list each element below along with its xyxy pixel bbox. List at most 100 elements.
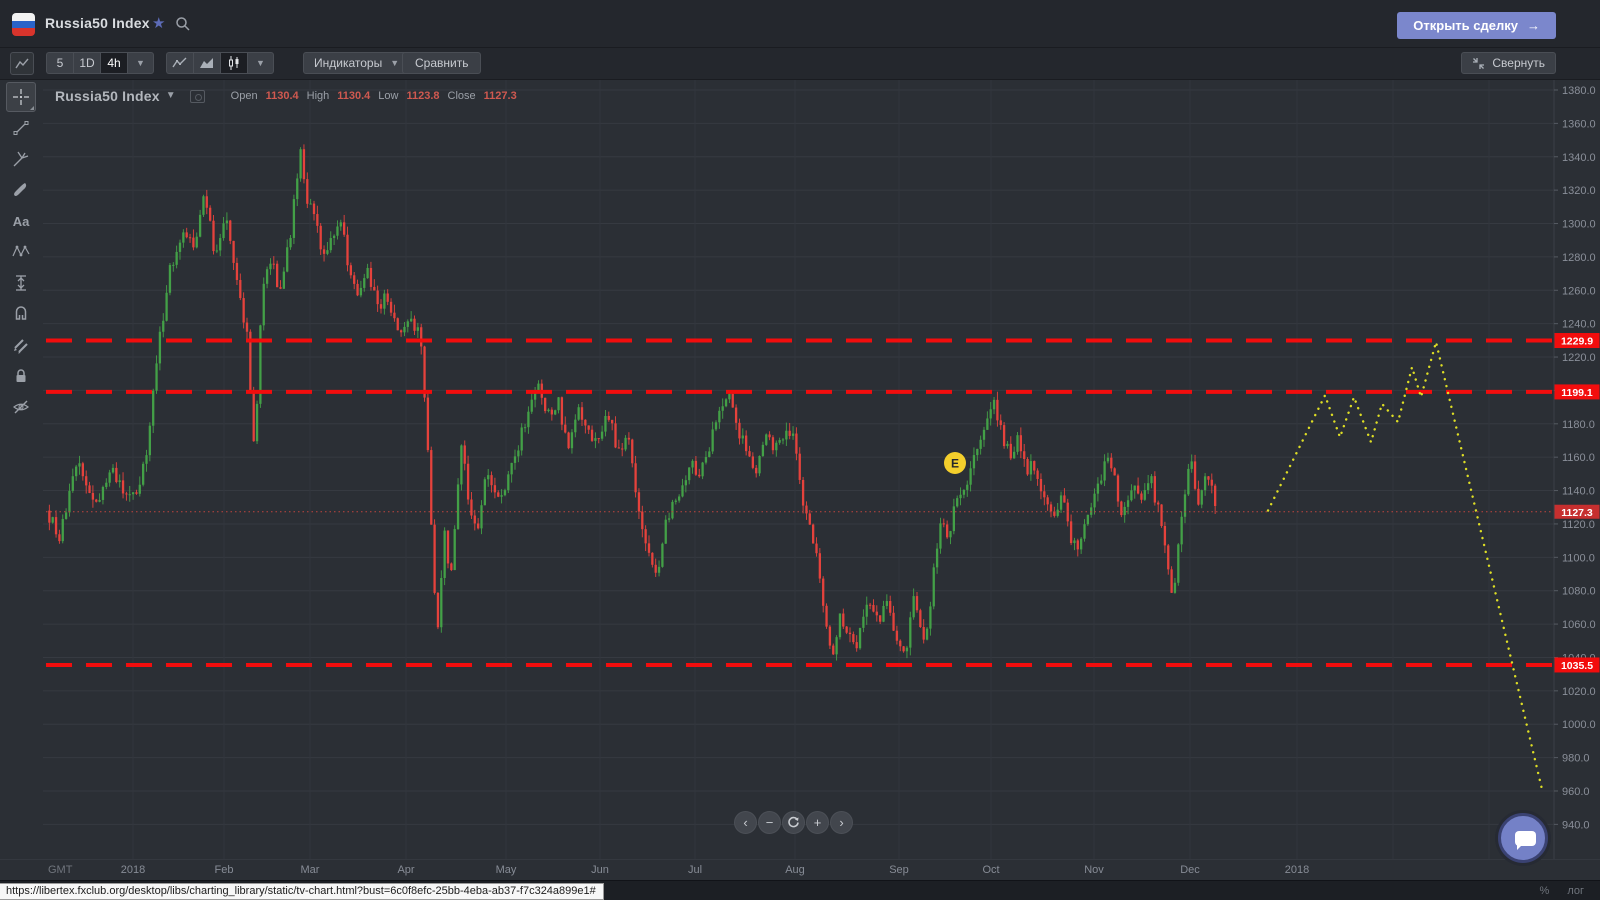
time-axis-label: Jun	[591, 864, 609, 876]
symbol-title: Russia50 Index	[45, 15, 150, 31]
tool-text[interactable]: Aa	[12, 213, 30, 229]
interval-buttons: 5 1D 4h ▼	[46, 52, 154, 74]
svg-text:1300.0: 1300.0	[1562, 219, 1596, 231]
snapshot-icon[interactable]	[189, 89, 205, 103]
svg-text:1180.0: 1180.0	[1562, 419, 1595, 431]
svg-text:980.0: 980.0	[1562, 753, 1590, 765]
ohlc-label-low: Low	[378, 90, 399, 102]
tool-crosshair[interactable]	[6, 82, 36, 112]
time-axis-label: Feb	[214, 864, 234, 876]
svg-text:1320.0: 1320.0	[1562, 185, 1596, 197]
ohlc-value-open: 1130.4	[265, 90, 299, 102]
chart-toolbar: 5 1D 4h ▼ ▼ Индикаторы ▼ Сравнить Свернуть	[0, 48, 1600, 80]
pan-right-button[interactable]: ›	[830, 811, 853, 834]
interval-dropdown[interactable]: ▼	[127, 52, 154, 74]
chart-type-dropdown[interactable]: ▼	[247, 52, 274, 74]
svg-text:1229.9: 1229.9	[1561, 336, 1593, 348]
tool-xabcd-pattern[interactable]	[6, 237, 36, 267]
interval-5-button[interactable]: 5	[46, 52, 73, 74]
percent-scale-toggle[interactable]: %	[1539, 884, 1550, 897]
indicators-button[interactable]: Индикаторы ▼	[303, 52, 411, 74]
collapse-button[interactable]: Свернуть	[1461, 52, 1556, 74]
svg-text:1280.0: 1280.0	[1562, 252, 1596, 264]
tool-forecast[interactable]	[6, 268, 36, 298]
interval-4h-button[interactable]: 4h	[100, 52, 127, 74]
arrow-right-icon: →	[1527, 18, 1540, 33]
search-icon[interactable]	[175, 16, 191, 32]
svg-text:E: E	[951, 457, 959, 471]
tool-hide-all-drawings[interactable]	[6, 392, 36, 422]
chart-type-buttons: ▼	[166, 52, 274, 74]
chart-type-line-button[interactable]	[166, 52, 193, 74]
browser-status-url: https://libertex.fxclub.org/desktop/libs…	[0, 883, 604, 900]
svg-text:1340.0: 1340.0	[1562, 152, 1596, 164]
gridlines	[43, 80, 1554, 859]
tool-brush[interactable]	[6, 175, 36, 205]
ohlc-value-high: 1130.4	[337, 90, 371, 102]
svg-text:1000.0: 1000.0	[1562, 719, 1596, 731]
svg-text:1199.1: 1199.1	[1561, 387, 1593, 399]
time-axis-label: 2018	[1284, 864, 1310, 876]
interval-1d-button[interactable]: 1D	[73, 52, 100, 74]
ohlc-value-low: 1123.8	[406, 90, 440, 102]
chart-type-candles-button[interactable]	[220, 52, 247, 74]
svg-text:1060.0: 1060.0	[1562, 619, 1596, 631]
time-axis-label: Nov	[1084, 864, 1104, 876]
svg-text:1220.0: 1220.0	[1562, 352, 1596, 364]
price-chart[interactable]: E 1380.0 1360.0 1340.0 1320.0 1300.0 1280.0 126…	[0, 80, 1600, 859]
legend-symbol[interactable]: Russia50 Index	[55, 88, 160, 104]
forecast-projection-line	[1266, 341, 1544, 791]
chevron-down-icon: ▼	[390, 57, 400, 68]
top-header: Russia50 Index ★ Открыть сделку →	[0, 0, 1600, 48]
svg-text:1260.0: 1260.0	[1562, 285, 1596, 297]
svg-text:1160.0: 1160.0	[1562, 452, 1595, 464]
svg-text:940.0: 940.0	[1562, 819, 1590, 831]
svg-text:1360.0: 1360.0	[1562, 118, 1596, 130]
svg-text:1240.0: 1240.0	[1562, 319, 1596, 331]
chart-legend: Russia50 Index ▼ Open 1130.4 High 1130.4 Low…	[55, 88, 517, 104]
time-axis-label: Apr	[397, 864, 415, 876]
russia-flag-icon	[12, 13, 35, 36]
svg-text:1380.0: 1380.0	[1562, 85, 1596, 97]
svg-text:1020.0: 1020.0	[1562, 686, 1596, 698]
time-axis[interactable]: GMT 2018 Feb Mar Apr May Jun Jul Aug Sep Oct Nov De…	[0, 859, 1600, 880]
zoom-in-button[interactable]: +	[806, 811, 829, 834]
time-axis-label: Mar	[300, 864, 320, 876]
legend-chevron-icon[interactable]: ▼	[165, 90, 176, 101]
favorite-star-icon[interactable]: ★	[152, 15, 166, 32]
chat-bubble-icon	[1515, 831, 1536, 850]
log-scale-toggle[interactable]: лог	[1567, 884, 1584, 897]
tool-magnet[interactable]	[6, 299, 36, 329]
tool-lock-all-drawings[interactable]	[6, 361, 36, 391]
chart-nav-buttons: ‹ − + ›	[734, 811, 853, 834]
support-resistance-levels	[46, 338, 1554, 667]
svg-text:960.0: 960.0	[1562, 786, 1590, 798]
chart-type-area-button[interactable]	[193, 52, 220, 74]
ohlc-label-high: High	[306, 90, 330, 102]
compare-button[interactable]: Сравнить	[402, 52, 482, 74]
pan-left-button[interactable]: ‹	[734, 811, 757, 834]
zoom-out-button[interactable]: −	[758, 811, 781, 834]
ohlc-label-open: Open	[230, 90, 258, 102]
svg-text:1127.3: 1127.3	[1561, 507, 1593, 519]
ohlc-value-close: 1127.3	[483, 90, 517, 102]
event-marker-e: E	[944, 452, 966, 475]
time-axis-label: 2018	[120, 864, 146, 876]
timezone-label: GMT	[48, 864, 73, 876]
time-axis-label: Jul	[687, 864, 703, 876]
open-trade-button[interactable]: Открыть сделку →	[1397, 12, 1556, 39]
svg-text:1140.0: 1140.0	[1562, 486, 1595, 498]
time-axis-label: Oct	[982, 864, 1000, 876]
tool-trend-line[interactable]	[6, 113, 36, 143]
ohlc-label-close: Close	[447, 90, 476, 102]
reset-view-button[interactable]	[782, 811, 805, 834]
collapse-icon	[1473, 57, 1485, 69]
chat-button[interactable]	[1498, 813, 1548, 863]
chart-style-icon[interactable]	[10, 52, 34, 75]
price-axis: 1380.0 1360.0 1340.0 1320.0 1300.0 1280.0 1260…	[1553, 80, 1600, 859]
drawing-toolbar: Aa	[0, 80, 42, 860]
tool-pitchfork[interactable]	[6, 144, 36, 174]
tool-stay-in-drawing-mode[interactable]	[6, 330, 36, 360]
candlesticks	[48, 144, 1217, 661]
